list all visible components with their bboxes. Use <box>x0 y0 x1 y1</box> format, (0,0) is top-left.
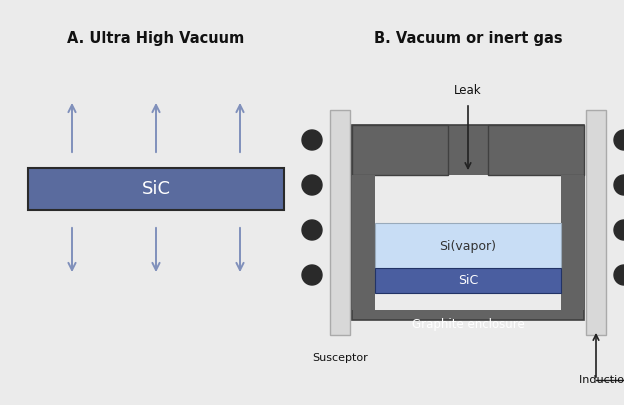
Bar <box>28 168 284 210</box>
Bar <box>375 223 561 270</box>
Text: SiC: SiC <box>458 274 478 287</box>
Bar <box>375 268 561 293</box>
Bar <box>352 175 375 310</box>
Text: Leak: Leak <box>454 84 482 97</box>
Text: Graphite enclosure: Graphite enclosure <box>412 318 524 331</box>
Bar <box>488 125 584 175</box>
Bar <box>375 175 561 310</box>
Circle shape <box>614 175 624 195</box>
Circle shape <box>302 265 322 285</box>
Text: Si(vapor): Si(vapor) <box>439 240 497 253</box>
Text: Induction heater: Induction heater <box>578 375 624 385</box>
Bar <box>330 110 350 335</box>
Text: A. Ultra High Vacuum: A. Ultra High Vacuum <box>67 30 245 45</box>
Circle shape <box>614 265 624 285</box>
Bar <box>352 125 448 175</box>
Bar <box>586 110 606 335</box>
Text: Susceptor: Susceptor <box>312 353 368 363</box>
Circle shape <box>302 175 322 195</box>
Text: B. Vacuum or inert gas: B. Vacuum or inert gas <box>374 30 562 45</box>
Circle shape <box>302 220 322 240</box>
Circle shape <box>614 130 624 150</box>
Bar <box>352 125 584 320</box>
Circle shape <box>302 130 322 150</box>
Circle shape <box>614 220 624 240</box>
Bar <box>561 175 584 310</box>
Text: SiC: SiC <box>142 180 170 198</box>
